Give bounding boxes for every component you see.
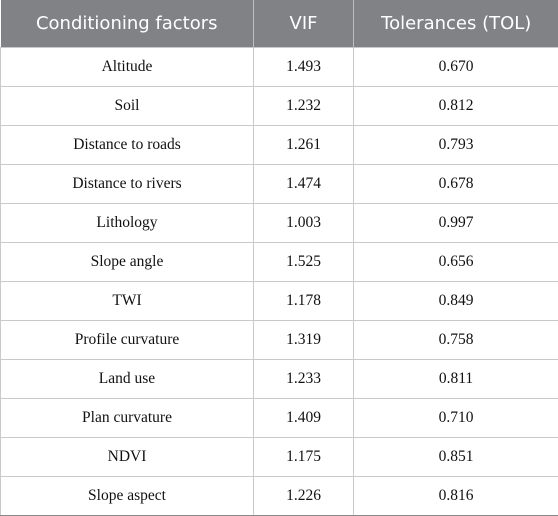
factor-cell: TWI xyxy=(1,282,254,321)
tol-cell: 0.710 xyxy=(354,399,558,438)
vif-cell: 1.525 xyxy=(254,243,354,282)
vif-cell: 1.233 xyxy=(254,360,354,399)
tol-cell: 0.758 xyxy=(354,321,558,360)
tol-cell: 0.670 xyxy=(354,48,558,87)
table-row: Profile curvature 1.319 0.758 xyxy=(1,321,558,360)
tol-cell: 0.656 xyxy=(354,243,558,282)
vif-cell: 1.232 xyxy=(254,87,354,126)
table-row: Plan curvature 1.409 0.710 xyxy=(1,399,558,438)
header-vif: VIF xyxy=(254,0,354,48)
table-row: Altitude 1.493 0.670 xyxy=(1,48,558,87)
factor-cell: Altitude xyxy=(1,48,254,87)
factor-cell: Distance to roads xyxy=(1,126,254,165)
factor-cell: Plan curvature xyxy=(1,399,254,438)
vif-cell: 1.178 xyxy=(254,282,354,321)
vif-cell: 1.319 xyxy=(254,321,354,360)
tol-cell: 0.812 xyxy=(354,87,558,126)
tol-cell: 0.793 xyxy=(354,126,558,165)
table-row: Slope aspect 1.226 0.816 xyxy=(1,477,558,516)
vif-cell: 1.409 xyxy=(254,399,354,438)
vif-cell: 1.474 xyxy=(254,165,354,204)
tol-cell: 0.849 xyxy=(354,282,558,321)
table-body: Altitude 1.493 0.670 Soil 1.232 0.812 Di… xyxy=(1,48,558,516)
factor-cell: Lithology xyxy=(1,204,254,243)
table-row: TWI 1.178 0.849 xyxy=(1,282,558,321)
vif-cell: 1.261 xyxy=(254,126,354,165)
table-row: Distance to rivers 1.474 0.678 xyxy=(1,165,558,204)
vif-cell: 1.226 xyxy=(254,477,354,516)
table-row: Lithology 1.003 0.997 xyxy=(1,204,558,243)
vif-cell: 1.003 xyxy=(254,204,354,243)
tol-cell: 0.816 xyxy=(354,477,558,516)
factor-cell: Distance to rivers xyxy=(1,165,254,204)
header-row: Conditioning factors VIF Tolerances (TOL… xyxy=(1,0,558,48)
factor-cell: Slope aspect xyxy=(1,477,254,516)
factor-cell: Profile curvature xyxy=(1,321,254,360)
header-tolerances: Tolerances (TOL) xyxy=(354,0,558,48)
vif-cell: 1.175 xyxy=(254,438,354,477)
table-row: Slope angle 1.525 0.656 xyxy=(1,243,558,282)
tol-cell: 0.811 xyxy=(354,360,558,399)
table-header: Conditioning factors VIF Tolerances (TOL… xyxy=(1,0,558,48)
vif-cell: 1.493 xyxy=(254,48,354,87)
tol-cell: 0.851 xyxy=(354,438,558,477)
factor-cell: NDVI xyxy=(1,438,254,477)
header-conditioning-factors: Conditioning factors xyxy=(1,0,254,48)
tol-cell: 0.997 xyxy=(354,204,558,243)
factor-cell: Slope angle xyxy=(1,243,254,282)
table-row: Distance to roads 1.261 0.793 xyxy=(1,126,558,165)
table-row: Soil 1.232 0.812 xyxy=(1,87,558,126)
factor-cell: Soil xyxy=(1,87,254,126)
table-row: NDVI 1.175 0.851 xyxy=(1,438,558,477)
factor-cell: Land use xyxy=(1,360,254,399)
table-row: Land use 1.233 0.811 xyxy=(1,360,558,399)
tol-cell: 0.678 xyxy=(354,165,558,204)
